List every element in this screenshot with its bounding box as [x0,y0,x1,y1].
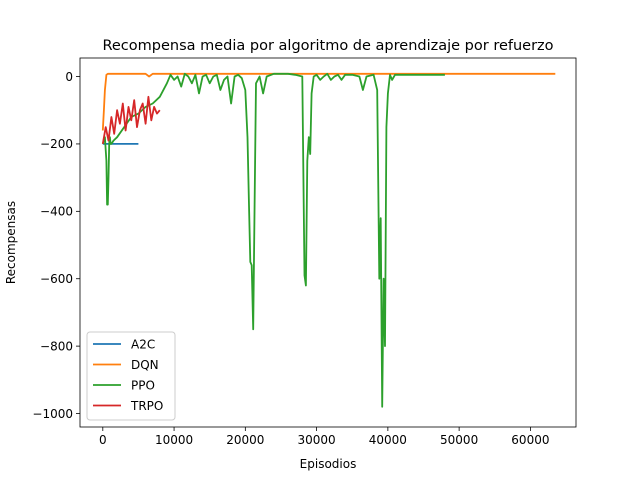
x-tick-label: 60000 [511,433,549,447]
x-tick-label: 20000 [226,433,264,447]
y-axis-ticks: 0 −200 −400 −600 −800 −1000 [32,70,80,421]
legend-label-trpo: TRPO [130,399,163,413]
legend-label-a2c: A2C [131,337,155,351]
chart-title: Recompensa media por algoritmo de aprend… [102,38,553,54]
x-tick-label: 50000 [440,433,478,447]
series-line-ppo [101,72,445,408]
x-tick-label: 10000 [155,433,193,447]
plot-area-frame [79,57,577,428]
legend-label-ppo: PPO [131,378,155,392]
x-axis-ticks: 0 10000 20000 30000 40000 50000 60000 [99,427,549,447]
x-tick-label: 0 [99,433,107,447]
legend: A2C DQN PPO TRPO [86,331,176,421]
x-tick-label: 30000 [298,433,336,447]
series-line-dqn [101,72,556,131]
y-tick-label: −1000 [32,407,73,421]
y-tick-label: −200 [40,137,73,151]
y-tick-label: −600 [40,272,73,286]
x-tick-label: 40000 [369,433,407,447]
series-line-trpo [101,95,161,145]
legend-label-dqn: DQN [131,358,159,372]
x-axis-label: Episodios [300,457,357,471]
y-axis-label: Recompensas [4,201,18,284]
legend-box [86,331,176,421]
y-tick-label: 0 [65,70,73,84]
y-tick-label: −400 [40,205,73,219]
y-tick-label: −800 [40,339,73,353]
series-layer [101,72,556,408]
